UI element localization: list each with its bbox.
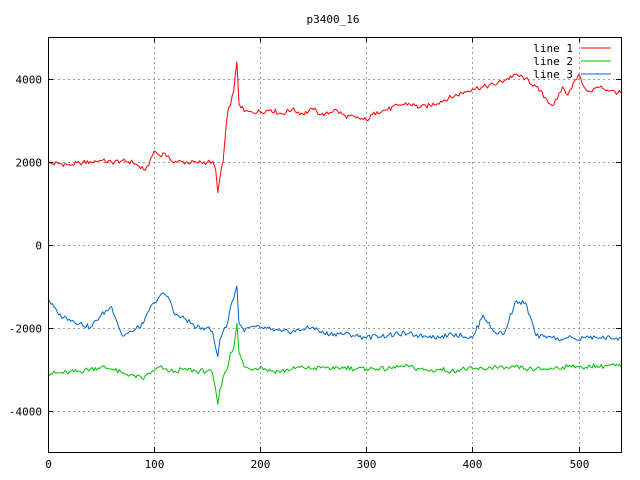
- grid: [48, 37, 621, 452]
- series-line-2: [47, 322, 622, 405]
- x-tick-label: 400: [463, 458, 483, 471]
- series-layer: [47, 61, 622, 405]
- axis-ticks: 0 100 200 300 400 500 -4000 -2000 0 2000 4000: [9, 37, 621, 471]
- series-line-1: [47, 61, 622, 194]
- x-tick-label: 500: [570, 458, 590, 471]
- y-tick-label: -2000: [9, 323, 42, 336]
- x-tick-label: 100: [145, 458, 165, 471]
- y-tick-label: -4000: [9, 406, 42, 419]
- x-tick-label: 300: [357, 458, 377, 471]
- legend-label-3: line 3: [533, 68, 573, 81]
- y-tick-label: 4000: [16, 74, 43, 87]
- y-tick-label: 2000: [16, 157, 43, 170]
- series-line-3: [47, 285, 622, 358]
- x-tick-label: 0: [45, 458, 52, 471]
- chart-title: p3400_16: [307, 13, 360, 26]
- y-tick-label: 0: [35, 240, 42, 253]
- legend-label-1: line 1: [533, 42, 573, 55]
- legend-label-2: line 2: [533, 55, 573, 68]
- x-tick-label: 200: [251, 458, 271, 471]
